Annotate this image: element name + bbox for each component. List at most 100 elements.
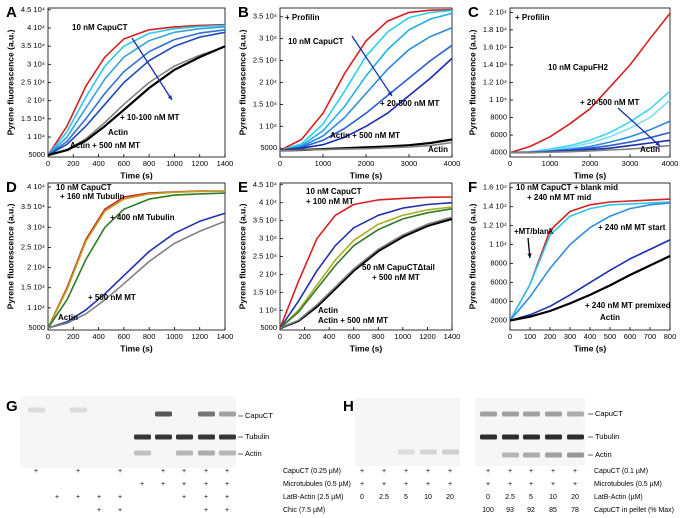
- x-tick-label: 400: [92, 159, 105, 168]
- x-tick-label: 600: [624, 332, 637, 341]
- gel-band: [28, 407, 45, 413]
- y-tick-label: 1.5 10⁴: [253, 99, 277, 108]
- series-label: 10 nM CapuCT + blank mid: [516, 183, 618, 192]
- lane-value: +: [508, 468, 512, 475]
- lane-value: 2.5: [379, 494, 389, 501]
- y-tick-label: 4 10⁴: [27, 182, 45, 191]
- lane-value: +: [204, 481, 208, 488]
- series-label: + 500 nM MT: [372, 273, 420, 282]
- lane-value: 5: [404, 494, 408, 501]
- x-tick-label: 800: [372, 332, 385, 341]
- series-label: 10 nM CapuFH2: [548, 63, 609, 72]
- lane-value: +: [182, 494, 186, 501]
- band-label: Actin: [595, 450, 612, 459]
- lane-value: +: [182, 468, 186, 475]
- band-label: CapuCT: [245, 411, 273, 420]
- series-line: [47, 24, 226, 156]
- series-line: [47, 26, 226, 156]
- gel-band: [502, 411, 519, 417]
- panel-letter: G: [6, 398, 18, 415]
- arrow-head: [655, 141, 660, 146]
- x-tick-label: 3000: [401, 159, 418, 168]
- x-tick-label: 600: [347, 332, 360, 341]
- series-label: Actin: [428, 145, 448, 154]
- gel-band: [219, 450, 236, 456]
- y-tick-label: 1.6 10⁴: [483, 42, 507, 51]
- series-label: Actin: [108, 128, 128, 137]
- row-label: CapuCT in pellet (% Max): [594, 507, 674, 514]
- panel-letter: E: [238, 179, 248, 196]
- lane-value: +: [529, 481, 533, 488]
- gel-band: [567, 411, 584, 417]
- arrow-shaft: [617, 107, 661, 147]
- x-tick-label: 1000: [315, 159, 332, 168]
- y-tick-label: 3.5 10⁴: [21, 41, 45, 50]
- band-label: Tubulin: [245, 432, 269, 441]
- y-tick-label: 2.5 10⁴: [21, 77, 45, 86]
- series-label: 50 nM CapuCTΔtail: [362, 263, 435, 272]
- y-tick-label: 2 10⁴: [259, 77, 277, 86]
- x-tick-label: 200: [67, 159, 80, 168]
- series-label: Actin: [318, 306, 338, 315]
- gel-band: [545, 411, 562, 417]
- series-line: [47, 192, 226, 329]
- gel-band: [134, 434, 151, 440]
- lane-value: +: [426, 481, 430, 488]
- arrow-head: [527, 253, 532, 258]
- y-tick-label: 8000: [490, 259, 507, 268]
- y-tick-label: 6000: [490, 130, 507, 139]
- series-line: [509, 202, 671, 322]
- y-tick-label: 1 10⁴: [259, 305, 277, 314]
- series-line: [279, 217, 453, 330]
- y-tick-label: 2.5 10⁴: [253, 251, 277, 260]
- gel-band: [523, 452, 540, 458]
- lane-value: +: [529, 468, 533, 475]
- y-tick-label: 1 10⁴: [27, 303, 45, 312]
- y-tick-label: 4000: [490, 148, 507, 157]
- annotation: + 10-100 nM MT: [120, 113, 179, 122]
- lane-value: +: [34, 468, 38, 475]
- y-tick-label: 3.5 10⁴: [21, 202, 45, 211]
- y-tick-label: 2000: [490, 316, 507, 325]
- row-label: Chic (7.5 µM): [283, 507, 325, 514]
- arrow-shaft: [131, 37, 173, 101]
- series-label: + 160 nM Tubulin: [60, 192, 125, 201]
- lane-value: +: [140, 481, 144, 488]
- gel-band: [70, 407, 87, 413]
- lane-value: +: [573, 481, 577, 488]
- y-tick-label: 3 10⁴: [259, 34, 277, 43]
- x-tick-label: 4000: [444, 159, 461, 168]
- lane-value: +: [118, 494, 122, 501]
- series-label: Actin + 500 nM MT: [330, 131, 400, 140]
- lane-value: 5: [529, 494, 533, 501]
- series-line: [279, 26, 453, 152]
- gel: [355, 398, 460, 466]
- lane-value: +: [360, 468, 364, 475]
- series-line: [509, 239, 671, 322]
- lane-value: 20: [571, 494, 579, 501]
- series-label: 10 nM CapuCT: [72, 23, 128, 32]
- y-tick-label: 4000: [490, 297, 507, 306]
- annotation: +MT/blank: [514, 227, 554, 236]
- lane-value: +: [382, 468, 386, 475]
- arrow-head: [167, 95, 172, 100]
- gel-band: [219, 411, 236, 417]
- y-tick-label: 5000: [28, 150, 45, 159]
- y-tick-label: 2.5 10⁴: [253, 56, 277, 65]
- series-line: [47, 23, 226, 156]
- series-label: 10 nM CapuCT: [56, 183, 112, 192]
- x-tick-label: 200: [67, 332, 80, 341]
- gel-band: [502, 452, 519, 458]
- series-line: [279, 57, 453, 152]
- x-tick-label: 200: [298, 332, 311, 341]
- gel-band: [545, 434, 562, 440]
- lane-value: +: [448, 468, 452, 475]
- series-label: Actin: [640, 145, 660, 154]
- annotation: + Profilin: [285, 13, 320, 22]
- lane-value: +: [551, 468, 555, 475]
- y-tick-label: 2 10⁴: [259, 269, 277, 278]
- lane-value: +: [225, 507, 229, 514]
- y-tick-label: 1.5 10⁴: [21, 114, 45, 123]
- series-line: [510, 144, 671, 154]
